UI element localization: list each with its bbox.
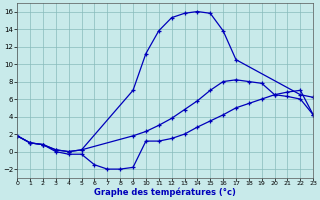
X-axis label: Graphe des températures (°c): Graphe des températures (°c)	[94, 188, 236, 197]
